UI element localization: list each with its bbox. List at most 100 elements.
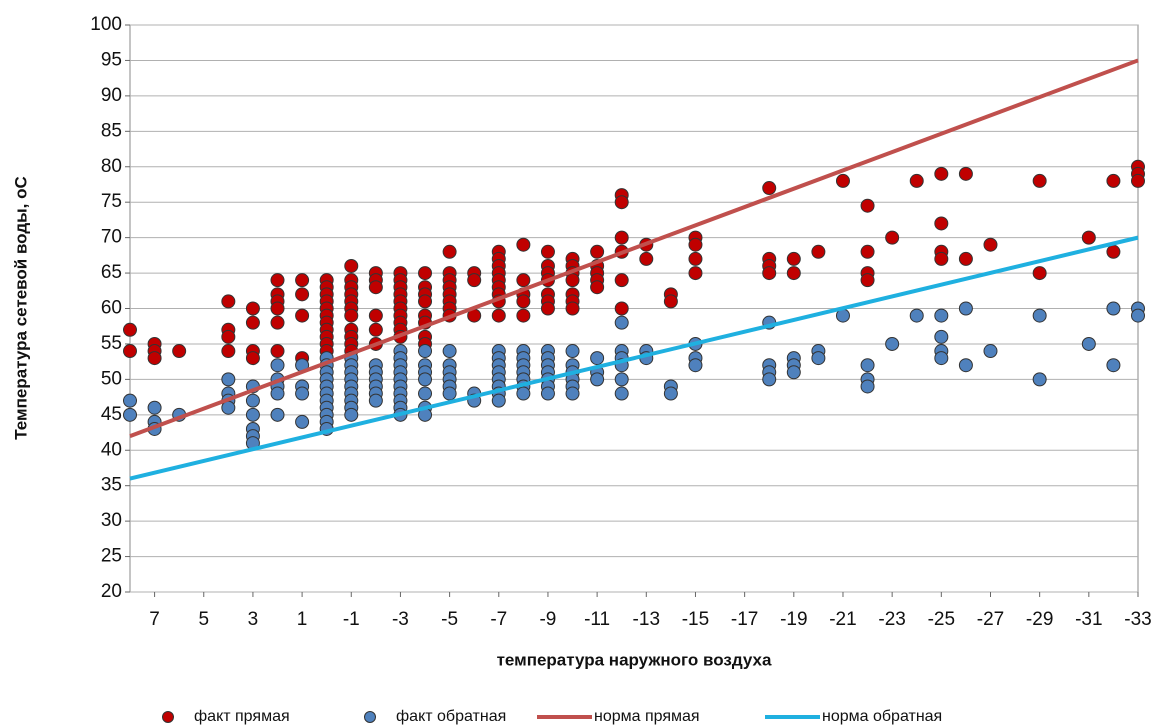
point xyxy=(295,287,310,302)
x-tick-label: -11 xyxy=(584,609,610,630)
x-tick-label: -33 xyxy=(1124,609,1151,630)
norm-line xyxy=(129,58,1139,438)
point xyxy=(368,280,383,295)
point xyxy=(1032,308,1047,323)
point xyxy=(614,230,629,245)
point xyxy=(467,273,482,288)
point xyxy=(442,386,457,401)
point xyxy=(1081,336,1096,351)
x-tick-label: -1 xyxy=(343,609,360,630)
point xyxy=(1106,358,1121,373)
point xyxy=(540,244,555,259)
legend-marker xyxy=(162,711,174,723)
point xyxy=(1131,308,1145,323)
point xyxy=(344,407,359,422)
point xyxy=(934,308,949,323)
point xyxy=(147,351,162,366)
point xyxy=(590,244,605,259)
point xyxy=(835,173,850,188)
y-tick-label: 20 xyxy=(101,581,122,602)
x-tick-label: -3 xyxy=(392,609,409,630)
point xyxy=(295,308,310,323)
point xyxy=(270,273,285,288)
point xyxy=(934,251,949,266)
legend-marker xyxy=(364,711,376,723)
point xyxy=(614,315,629,330)
point xyxy=(786,266,801,281)
point xyxy=(786,365,801,380)
y-tick-label: 75 xyxy=(101,191,122,212)
point xyxy=(172,344,187,359)
y-tick-label: 30 xyxy=(101,510,122,531)
legend-label: факт обратная xyxy=(396,708,506,725)
point xyxy=(934,329,949,344)
y-tick-label: 90 xyxy=(101,85,122,106)
point xyxy=(909,173,924,188)
y-axis-title: Температура сетевой воды, оС xyxy=(11,176,30,440)
x-tick-label: -21 xyxy=(829,609,856,630)
point xyxy=(1032,173,1047,188)
point xyxy=(540,301,555,316)
point xyxy=(1131,173,1145,188)
point xyxy=(516,273,531,288)
point xyxy=(221,372,236,387)
point xyxy=(123,322,137,337)
point xyxy=(270,407,285,422)
x-tick-label: 1 xyxy=(297,609,308,630)
point xyxy=(614,301,629,316)
y-tick-label: 65 xyxy=(101,262,122,283)
y-tick-label: 40 xyxy=(101,439,122,460)
point xyxy=(934,216,949,231)
point xyxy=(295,386,310,401)
y-tick-label: 55 xyxy=(101,333,122,354)
point xyxy=(958,251,973,266)
y-tick-label: 80 xyxy=(101,156,122,177)
x-tick-label: -17 xyxy=(731,609,758,630)
x-tick-label: -15 xyxy=(682,609,709,630)
point xyxy=(663,386,678,401)
point xyxy=(934,166,949,181)
point xyxy=(614,386,629,401)
point xyxy=(958,301,973,316)
point xyxy=(983,237,998,252)
point xyxy=(1106,301,1121,316)
point xyxy=(1032,372,1047,387)
legend-label: факт прямая xyxy=(194,708,290,725)
point xyxy=(590,280,605,295)
point xyxy=(245,351,260,366)
point xyxy=(860,358,875,373)
point xyxy=(1081,230,1096,245)
point xyxy=(762,372,777,387)
point xyxy=(270,301,285,316)
point xyxy=(688,251,703,266)
point xyxy=(786,251,801,266)
point xyxy=(418,344,433,359)
point xyxy=(958,358,973,373)
y-tick-label: 100 xyxy=(90,14,122,35)
point xyxy=(565,386,580,401)
point xyxy=(639,251,654,266)
point xyxy=(516,308,531,323)
x-tick-label: -7 xyxy=(490,609,507,630)
point xyxy=(295,414,310,429)
y-tick-label: 60 xyxy=(101,298,122,319)
point xyxy=(958,166,973,181)
point xyxy=(123,344,137,359)
point xyxy=(811,351,826,366)
point xyxy=(491,308,506,323)
point xyxy=(221,294,236,309)
point xyxy=(147,400,162,415)
point xyxy=(368,322,383,337)
point xyxy=(688,358,703,373)
point xyxy=(123,407,137,422)
point xyxy=(688,237,703,252)
point xyxy=(491,393,506,408)
point xyxy=(983,344,998,359)
point xyxy=(221,329,236,344)
point xyxy=(123,393,137,408)
point xyxy=(860,198,875,213)
norm-line xyxy=(129,235,1139,481)
y-tick-label: 25 xyxy=(101,546,122,567)
point xyxy=(245,315,260,330)
